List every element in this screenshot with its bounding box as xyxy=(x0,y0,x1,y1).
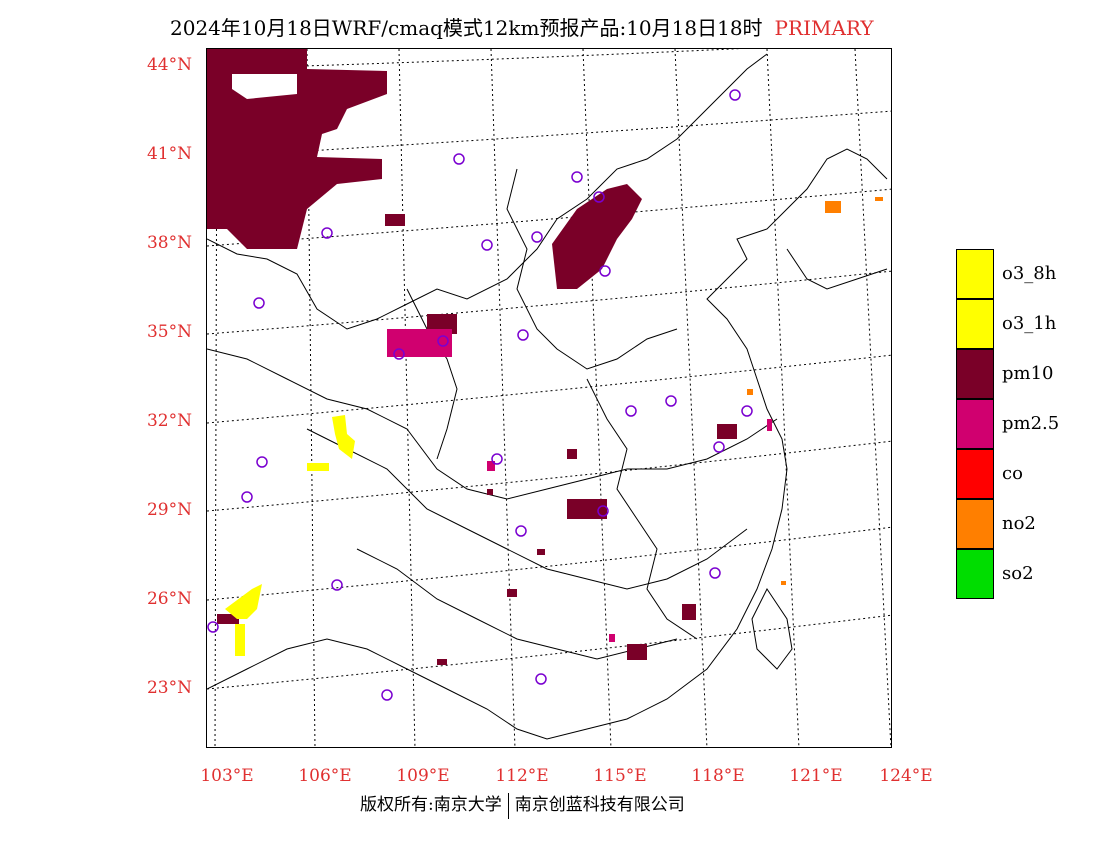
lon-label-124: 124°E xyxy=(879,766,933,786)
pm10-speck-6 xyxy=(217,614,239,624)
pm10-hunan xyxy=(567,499,607,519)
no2-korea xyxy=(825,201,841,213)
pm10-north-china xyxy=(552,184,642,289)
legend-label: co xyxy=(1002,463,1023,484)
pm10-speck-3 xyxy=(567,449,577,459)
lat-label-38: 38°N xyxy=(146,233,192,253)
lon-label-112: 112°E xyxy=(495,766,549,786)
lon-label-121: 121°E xyxy=(789,766,843,786)
legend-label: pm2.5 xyxy=(1002,413,1060,434)
legend-swatch xyxy=(956,299,994,349)
o3-sichuan-2 xyxy=(307,463,329,471)
pm10-regions xyxy=(207,49,737,665)
map-canvas xyxy=(207,49,891,747)
pm10-speck-2 xyxy=(537,549,545,555)
o3-yunnan-2 xyxy=(235,624,245,656)
boundaries xyxy=(207,53,888,740)
no2-taiwan xyxy=(781,581,786,585)
lat-label-44: 44°N xyxy=(146,55,192,75)
lat-label-23: 23°N xyxy=(146,678,192,698)
o3-sichuan-1 xyxy=(332,415,355,459)
o3-regions xyxy=(225,415,355,656)
pm25-speck-1 xyxy=(487,461,495,471)
legend-swatch xyxy=(956,449,994,499)
lat-label-41: 41°N xyxy=(146,144,192,164)
pm25-speck-2 xyxy=(767,419,772,431)
lon-label-106: 106°E xyxy=(298,766,352,786)
pm10-guangdong xyxy=(627,644,647,660)
pm25-shaanxi xyxy=(387,329,452,357)
pm10-speck-1 xyxy=(507,589,517,597)
footer-divider xyxy=(507,792,509,819)
copyright-right: 南京创蓝科技有限公司 xyxy=(514,795,685,815)
legend-label: o3_1h xyxy=(1002,313,1057,334)
lat-label-32: 32°N xyxy=(146,411,192,431)
lon-label-115: 115°E xyxy=(593,766,647,786)
legend-label: no2 xyxy=(1002,513,1036,534)
pm10-speck-5 xyxy=(437,659,447,665)
no2-regions xyxy=(747,197,883,585)
lon-label-118: 118°E xyxy=(691,766,745,786)
legend-label: so2 xyxy=(1002,563,1034,584)
lat-label-35: 35°N xyxy=(146,322,192,342)
legend-swatch xyxy=(956,349,994,399)
legend-swatch xyxy=(956,549,994,599)
no2-east xyxy=(875,197,883,201)
pm25-speck-3 xyxy=(609,634,615,642)
pm10-speck-4 xyxy=(487,489,493,495)
station-markers xyxy=(207,89,753,701)
legend-swatch xyxy=(956,399,994,449)
legend-label: pm10 xyxy=(1002,363,1054,384)
map-panel[interactable] xyxy=(206,48,892,748)
pm10-nw-block xyxy=(207,49,387,249)
o3-yunnan xyxy=(225,584,262,619)
legend-swatch xyxy=(956,249,994,299)
pm10-central-2 xyxy=(385,214,405,226)
title-text: 2024年10月18日WRF/cmaq模式12km预报产品:10月18日18时 xyxy=(170,16,763,40)
pm10-jiangsu xyxy=(717,424,737,439)
lon-label-109: 109°E xyxy=(396,766,450,786)
pm10-fujian xyxy=(682,604,696,620)
copyright-footer: 版权所有:南京大学 南京创蓝科技有限公司 xyxy=(360,790,685,819)
pm25-regions xyxy=(387,329,772,642)
lat-label-26: 26°N xyxy=(146,589,192,609)
legend-label: o3_8h xyxy=(1002,263,1057,284)
copyright-left: 版权所有:南京大学 xyxy=(360,795,502,815)
primary-tag: PRIMARY xyxy=(774,16,874,40)
lat-label-29: 29°N xyxy=(146,500,192,520)
lon-label-103: 103°E xyxy=(200,766,254,786)
no2-shanghai xyxy=(747,389,753,395)
map-title: 2024年10月18日WRF/cmaq模式12km预报产品:10月18日18时 P… xyxy=(170,12,874,41)
legend-swatch xyxy=(956,499,994,549)
pm10-nw-inner xyxy=(232,74,297,99)
